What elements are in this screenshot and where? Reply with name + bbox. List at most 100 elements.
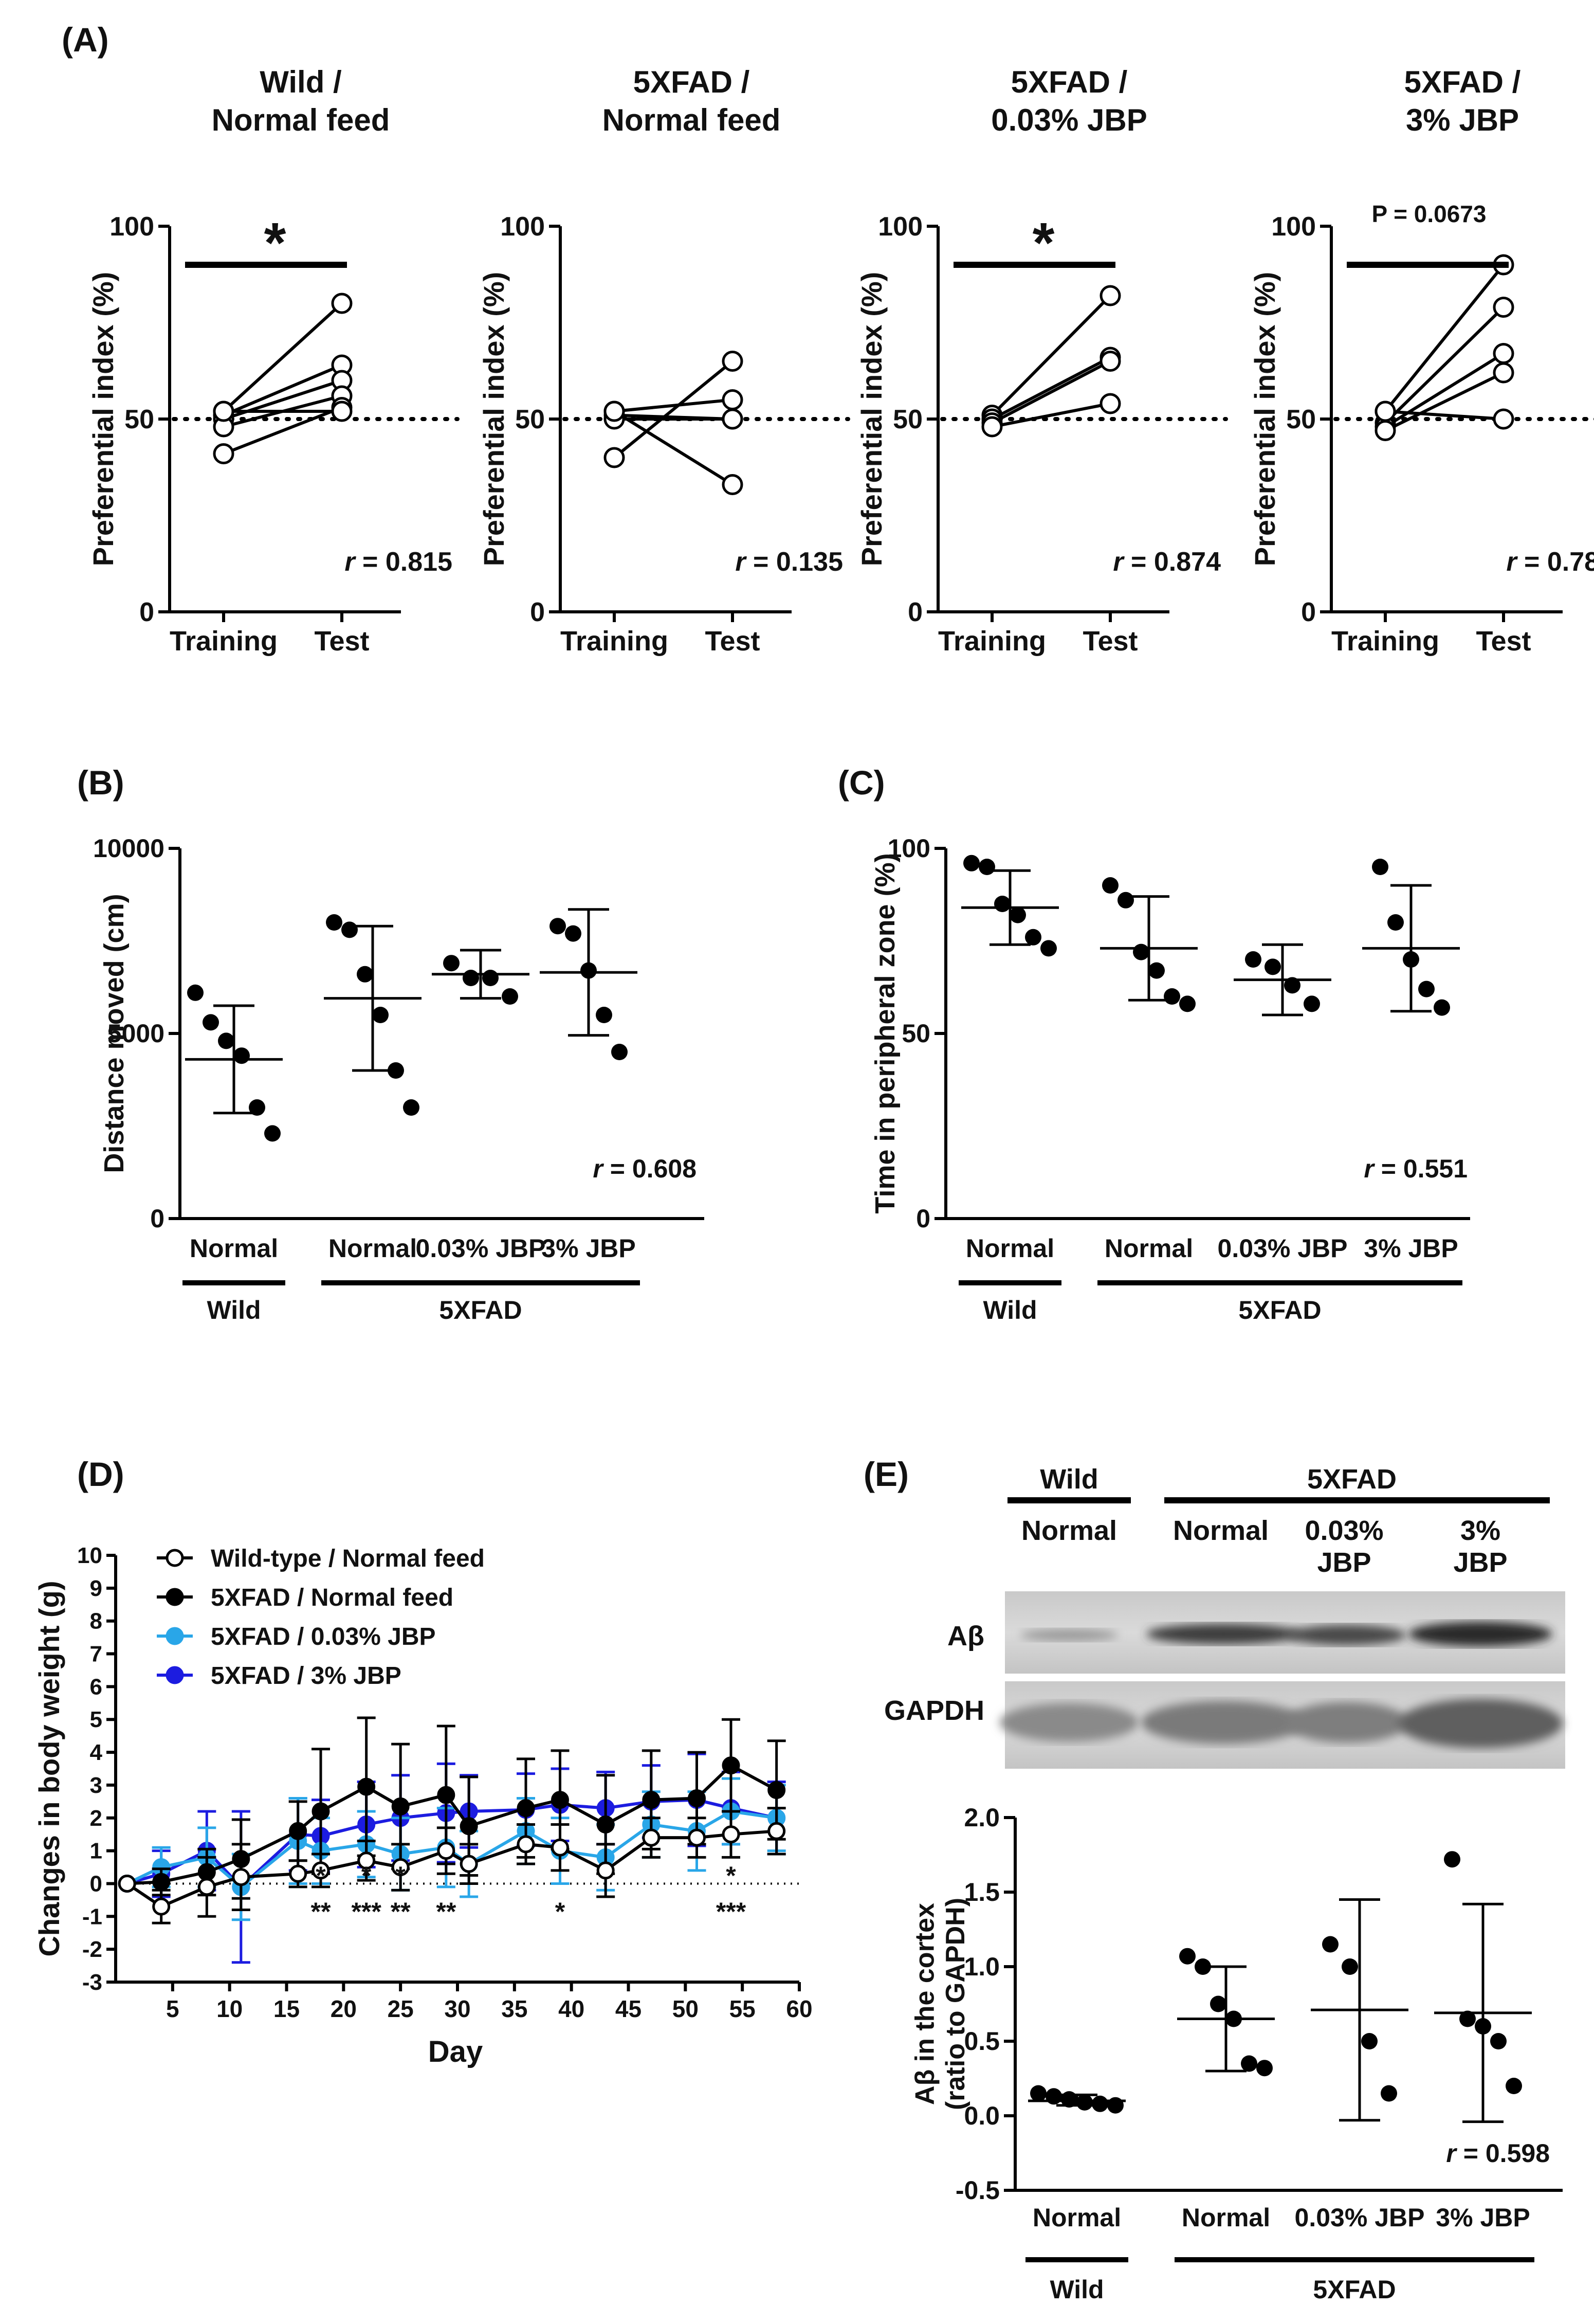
r-value-r: r (1364, 1154, 1375, 1183)
x-tick-label: 60 (786, 1995, 812, 2022)
series-point (596, 1861, 615, 1880)
chart-a1-title-line-0: 5XFAD / (633, 65, 750, 99)
test-point (1100, 285, 1121, 306)
category-label: 0.03% JBP (1295, 2203, 1425, 2232)
data-point (1245, 951, 1261, 968)
r-value-r: r (1113, 547, 1125, 577)
series-point (767, 1781, 786, 1799)
data-point (357, 966, 373, 983)
r-value: r = 0.874 (1113, 547, 1221, 577)
r-value-r: r (593, 1154, 604, 1183)
blot-band-gapdh-1 (1000, 1703, 1139, 1742)
series-point (289, 1864, 307, 1883)
group-label: Wild (207, 1296, 261, 1324)
y-axis-label: Preferential index (%) (1249, 272, 1281, 567)
data-point (1133, 943, 1149, 960)
y-tick-label: 2.0 (964, 1803, 1000, 1832)
legend-marker (166, 1666, 184, 1684)
series-line (127, 1763, 778, 1885)
data-point (249, 1099, 265, 1116)
training-point (213, 443, 234, 464)
data-point (979, 859, 995, 875)
panel-label-d: (D) (77, 1455, 124, 1493)
y-tick-label: 6 (90, 1674, 102, 1699)
significance-mark: * (316, 1861, 326, 1890)
y-tick-label: 100 (109, 212, 154, 242)
pair-line (223, 406, 343, 456)
series-point (232, 1868, 250, 1886)
y-axis-label-line: Distance moved (cm) (99, 894, 130, 1173)
r-value-value: = 0.780 (1517, 547, 1594, 577)
legend-marker (166, 1549, 184, 1567)
test-point (1493, 408, 1514, 430)
y-tick-label: 0 (90, 1871, 102, 1896)
blot-lane-label-line: 0.03% (1305, 1515, 1383, 1546)
data-point (1225, 2010, 1242, 2027)
r-value-value: = 0.874 (1124, 547, 1221, 577)
pair-line (1384, 264, 1505, 412)
series-open-black (118, 1807, 786, 1924)
data-point (203, 1014, 219, 1031)
data-point (1490, 2033, 1507, 2049)
chart-a-5xfad-normal: 5XFAD / Normal feed 0 50 100 Training Test Pref… (478, 65, 850, 657)
y-tick-label: -3 (82, 1970, 102, 1995)
x-tick-label: 55 (729, 1995, 756, 2022)
series-point (517, 1835, 535, 1854)
chart-a0-title-line-0: Wild / (260, 65, 342, 99)
r-value-value: = 0.135 (746, 547, 843, 577)
legend-label: 5XFAD / 0.03% JBP (211, 1623, 436, 1650)
blot-lane-label-2: Normal (1173, 1515, 1269, 1546)
blot-row-label-gapdh: GAPDH (884, 1695, 984, 1726)
data-point (565, 925, 581, 942)
test-point (1493, 297, 1514, 318)
chart-a2-title-line-1: 0.03% JBP (991, 103, 1147, 137)
x-tick-label: Test (314, 626, 369, 657)
data-point (1076, 2094, 1093, 2111)
data-point (580, 962, 597, 979)
y-tick-label: 4 (90, 1740, 103, 1765)
data-point (187, 984, 204, 1001)
y-tick-label: 50 (902, 1019, 930, 1048)
blot-band-gapdh-2 (1141, 1701, 1306, 1744)
series-point (460, 1817, 478, 1836)
significance-mark: * (361, 1861, 372, 1890)
y-tick-label: 5000 (107, 1019, 164, 1048)
y-tick-label: 0 (150, 1204, 164, 1233)
series-point (391, 1858, 410, 1877)
data-point (1342, 1958, 1358, 1975)
pair-line (1384, 306, 1505, 424)
y-tick-label: 50 (1286, 405, 1316, 434)
data-point (388, 1062, 404, 1079)
series-point (688, 1828, 706, 1847)
chart-a-5xfad-003jbp: 5XFAD / 0.03% JBP 0 50 100 Training Test Prefer… (855, 65, 1228, 657)
blot-band-abeta-4 (1408, 1622, 1552, 1646)
category-label: Normal (966, 1234, 1054, 1263)
x-tick-label: Training (938, 626, 1046, 657)
panel-label-b: (B) (77, 764, 124, 802)
y-tick-label: 0.5 (964, 2027, 1000, 2056)
category-label: Normal (1182, 2203, 1270, 2232)
series-point (767, 1822, 786, 1840)
y-tick-label: 0 (908, 597, 923, 627)
y-tick-label: 100 (1271, 212, 1316, 242)
x-tick-label: Training (170, 626, 278, 657)
x-tick-label: Training (560, 626, 668, 657)
blot-header-5xfad: 5XFAD (1307, 1464, 1397, 1495)
data-point (326, 914, 342, 931)
pair-line (1385, 410, 1504, 421)
pair-line (991, 294, 1112, 416)
chart-b-distance: 0 5000 10000 Distance moved (cm) Normal Norma… (93, 834, 704, 1324)
significance-mark: *** (351, 1897, 381, 1926)
blot-lane-label-line: JBP (1317, 1547, 1371, 1578)
blot-band-gapdh-3 (1285, 1702, 1408, 1743)
blot-lane-label-line: JBP (1453, 1547, 1507, 1578)
data-point (1179, 1948, 1196, 1965)
group-label: Wild (983, 1296, 1037, 1324)
y-tick-label: 9 (90, 1576, 102, 1601)
y-tick-label: 50 (515, 405, 545, 434)
series-point (357, 1851, 376, 1870)
r-value-r: r (1506, 547, 1518, 577)
blot-lane-label-4: 3% JBP (1453, 1515, 1507, 1578)
y-tick-label: 100 (500, 212, 545, 242)
